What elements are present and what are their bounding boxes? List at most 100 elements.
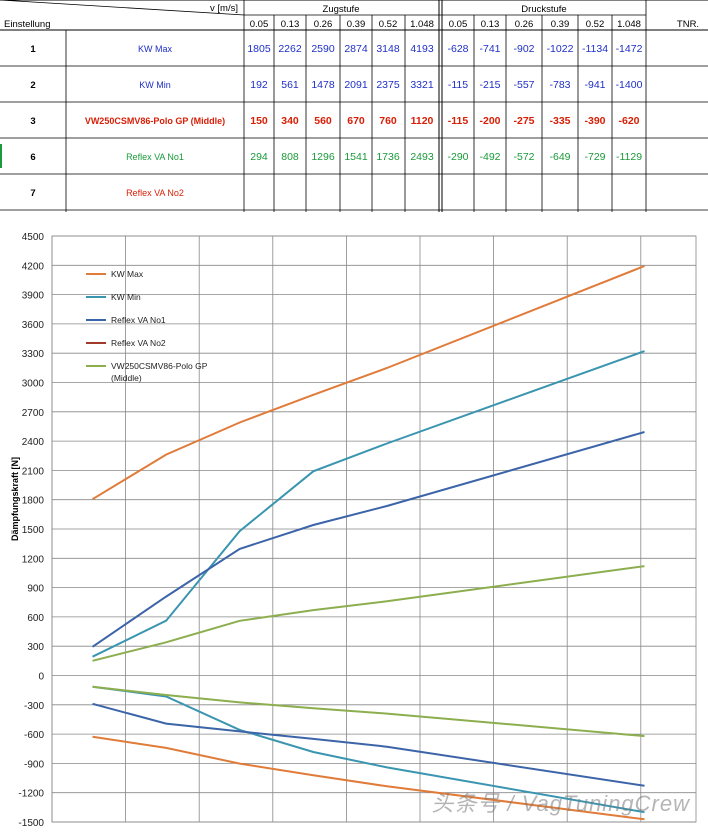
- speed-header-zug: 0.52: [379, 19, 398, 30]
- y-axis-label: Dämpfungskraft [N]: [10, 457, 20, 541]
- y-tick-label: 600: [27, 613, 44, 624]
- cell-druck: -741: [479, 43, 500, 55]
- y-tick-label: -300: [24, 701, 44, 712]
- row-name: Reflex VA No2: [126, 188, 184, 198]
- cell-zug: 2874: [344, 43, 368, 55]
- y-tick-label: 3600: [22, 320, 45, 331]
- cell-druck: -628: [447, 43, 468, 55]
- cell-druck: -492: [479, 151, 500, 163]
- cell-zug: 808: [281, 151, 299, 163]
- cell-druck: -290: [447, 151, 468, 163]
- legend-label-cont: (Middle): [111, 373, 142, 383]
- row-name: KW Max: [138, 44, 173, 54]
- damping-force-chart: 4500 4200 3900 3600 3300 3000 2700 2400 2100 1800…: [0, 212, 708, 832]
- cell-zug: 192: [250, 79, 268, 91]
- cell-druck: -1129: [616, 151, 642, 163]
- y-tick-label: 2700: [22, 408, 45, 419]
- cell-druck: -941: [584, 79, 605, 91]
- cell-druck: -649: [549, 151, 570, 163]
- series-line-zug: [92, 350, 645, 658]
- speed-header-zug: 0.26: [314, 19, 333, 30]
- cell-druck: -1472: [616, 43, 643, 55]
- speed-header-zug: 0.39: [347, 19, 366, 30]
- y-tick-label: 1200: [22, 554, 45, 565]
- cell-zug: 670: [347, 115, 365, 127]
- speed-header-zug: 0.13: [281, 19, 300, 30]
- y-tick-label: 3900: [22, 291, 45, 302]
- cell-zug: 1805: [247, 43, 271, 55]
- cell-druck: -1134: [582, 43, 608, 55]
- cell-zug: 1478: [311, 79, 335, 91]
- cell-zug: 561: [281, 79, 299, 91]
- cell-druck: -620: [618, 115, 639, 127]
- cell-zug: 150: [250, 115, 268, 127]
- series-line-zug: [91, 265, 645, 501]
- header-druckstufe: Druckstufe: [521, 4, 566, 15]
- cell-zug: 2375: [376, 79, 400, 91]
- y-tick-label: 4500: [22, 232, 45, 243]
- legend-label: VW250CSMV86-Polo GP: [111, 361, 208, 371]
- y-tick-label: 3300: [22, 349, 45, 360]
- row-einstellung: 6: [30, 152, 35, 163]
- header-tnr: TNR.: [677, 19, 699, 30]
- series-line-druck: [92, 685, 645, 814]
- table-grid: v [m/s] Zugstufe Druckstufe Einstellung TNR.…: [0, 0, 708, 212]
- cell-druck: -215: [479, 79, 500, 91]
- speed-header-druck: 0.26: [515, 19, 534, 30]
- row-name: KW Min: [139, 80, 171, 90]
- speed-header-druck: 0.52: [586, 19, 605, 30]
- cell-zug: 1541: [344, 151, 368, 163]
- cell-zug: 1296: [311, 151, 335, 163]
- speed-header-druck: 0.13: [481, 19, 500, 30]
- row-einstellung: 3: [30, 116, 35, 127]
- cell-druck: -729: [584, 151, 605, 163]
- cell-zug: 3321: [410, 79, 434, 91]
- speed-header-zug: 0.05: [250, 19, 269, 30]
- cell-druck: -200: [479, 115, 500, 127]
- speed-header-zug: 1.048: [410, 19, 434, 30]
- cell-zug: 3148: [376, 43, 400, 55]
- cell-druck: -115: [448, 115, 469, 127]
- cell-druck: -572: [513, 151, 534, 163]
- y-tick-label: 1800: [22, 496, 45, 507]
- row-name: Reflex VA No1: [126, 152, 184, 162]
- cell-druck: -1022: [547, 43, 574, 55]
- cell-druck: -557: [513, 79, 534, 91]
- cell-zug: 760: [379, 115, 397, 127]
- legend-label: Reflex VA No1: [111, 315, 166, 325]
- cell-druck: -902: [513, 43, 534, 55]
- data-table: v [m/s] Zugstufe Druckstufe Einstellung TNR.…: [0, 0, 708, 212]
- header-zugstufe: Zugstufe: [323, 4, 360, 15]
- row-einstellung: 2: [30, 80, 35, 91]
- cell-druck: -275: [513, 115, 534, 127]
- row-name: VW250CSMV86-Polo GP (Middle): [85, 116, 225, 126]
- y-tick-label: 1500: [22, 525, 45, 536]
- speed-header-druck: 0.39: [551, 19, 570, 30]
- legend-label: Reflex VA No2: [111, 338, 166, 348]
- y-tick-label: 900: [27, 584, 44, 595]
- row-einstellung: 7: [30, 188, 35, 199]
- cell-zug: 2493: [410, 151, 434, 163]
- cell-zug: 1736: [376, 151, 400, 163]
- y-tick-label: 0: [38, 672, 44, 683]
- cell-druck: -783: [549, 79, 570, 91]
- legend-label: KW Max: [111, 269, 144, 279]
- y-tick-label: 4200: [22, 261, 45, 272]
- y-tick-label: 3000: [22, 379, 45, 390]
- cell-zug: 560: [314, 115, 332, 127]
- y-tick-label: -600: [24, 730, 44, 741]
- header-einstellung: Einstellung: [4, 19, 50, 30]
- y-tick-label: -900: [24, 759, 44, 770]
- y-tick-label: 2400: [22, 437, 45, 448]
- header-diagonal: [0, 0, 245, 16]
- cell-druck: -1400: [616, 79, 643, 91]
- header-v: v [m/s]: [210, 3, 238, 14]
- series-line-druck: [92, 702, 645, 787]
- cell-zug: 2590: [311, 43, 335, 55]
- series-line-druck: [92, 685, 645, 738]
- cell-druck: -335: [549, 115, 570, 127]
- series-line-zug: [92, 565, 645, 662]
- speed-header-druck: 1.048: [617, 19, 641, 30]
- row-einstellung: 1: [30, 44, 36, 55]
- cell-druck: -390: [584, 115, 605, 127]
